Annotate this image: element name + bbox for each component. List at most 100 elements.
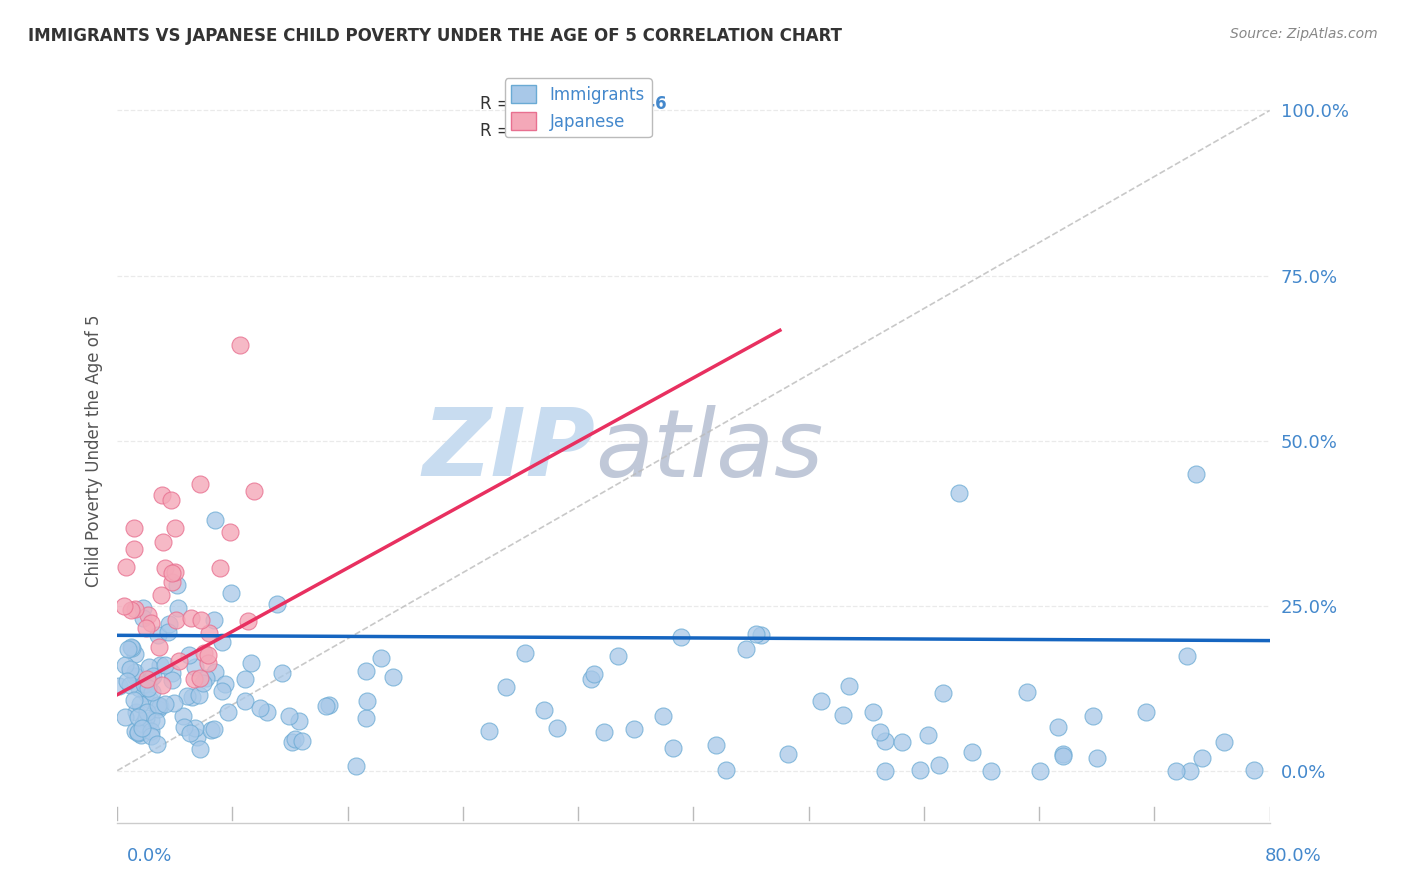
Point [236,615,259,629]
Point [173,720,195,734]
Point [214,677,236,691]
Point [128,681,150,695]
Point [163,696,186,710]
Point [132,611,155,625]
Point [662,740,685,755]
Point [108,679,131,693]
Point [749,628,772,642]
Point [132,677,155,691]
Point [183,673,205,687]
Point [714,763,737,777]
Y-axis label: Child Poverty Under the Age of 5: Child Poverty Under the Age of 5 [86,314,103,587]
Point [156,625,179,640]
Point [129,728,152,742]
Point [270,666,292,681]
Point [183,660,205,674]
Point [948,486,970,500]
Point [240,656,263,670]
Point [176,690,198,704]
Point [146,737,169,751]
Text: 146: 146 [633,95,666,113]
Point [153,697,176,711]
Point [281,735,304,749]
Point [1178,764,1201,778]
Point [233,694,256,708]
Point [593,724,616,739]
Point [1047,720,1070,734]
Point [202,613,225,627]
Point [149,588,172,602]
Point [112,599,135,613]
Point [354,711,377,725]
Point [533,703,555,717]
Point [579,672,602,686]
Point [166,578,188,592]
Point [928,757,950,772]
Point [118,678,141,692]
Point [233,672,256,686]
Point [1185,467,1208,481]
Point [157,617,180,632]
Point [734,641,756,656]
Point [287,714,309,728]
Point [117,674,139,689]
Text: 0.576: 0.576 [523,122,575,140]
Point [291,733,314,747]
Point [148,640,170,655]
Text: Source: ZipAtlas.com: Source: ZipAtlas.com [1230,27,1378,41]
Point [150,488,173,502]
Point [356,694,378,708]
Point [862,705,884,719]
Point [1015,685,1038,699]
Point [217,705,239,719]
Point [219,586,242,600]
Point [810,694,832,708]
Point [180,690,202,704]
Point [127,726,149,740]
Point [960,745,983,759]
Text: R =: R = [481,122,516,140]
Point [114,559,136,574]
Point [1175,648,1198,663]
Point [132,601,155,615]
Point [124,669,146,683]
Point [204,513,226,527]
Point [153,561,176,575]
Point [1191,751,1213,765]
Point [873,764,896,778]
Point [200,723,222,738]
Point [135,711,157,725]
Point [160,673,183,687]
Point [139,714,162,728]
Point [122,542,145,557]
Point [127,724,149,739]
Point [149,699,172,714]
Point [166,600,188,615]
Point [1135,705,1157,719]
Point [167,655,190,669]
Point [136,705,159,719]
Point [745,627,768,641]
Point [142,669,165,683]
Point [228,338,250,352]
Point [606,648,628,663]
Text: N =: N = [596,95,633,113]
Point [132,716,155,731]
Point [159,492,181,507]
Point [315,699,337,714]
Point [121,602,143,616]
Point [249,700,271,714]
Point [120,640,142,654]
Point [145,714,167,728]
Point [197,656,219,670]
Point [114,710,136,724]
Point [669,630,692,644]
Point [135,622,157,636]
Text: 0.0%: 0.0% [127,847,172,865]
Point [148,627,170,641]
Point [138,607,160,622]
Point [121,641,143,656]
Point [1243,764,1265,778]
Point [370,650,392,665]
Point [198,626,221,640]
